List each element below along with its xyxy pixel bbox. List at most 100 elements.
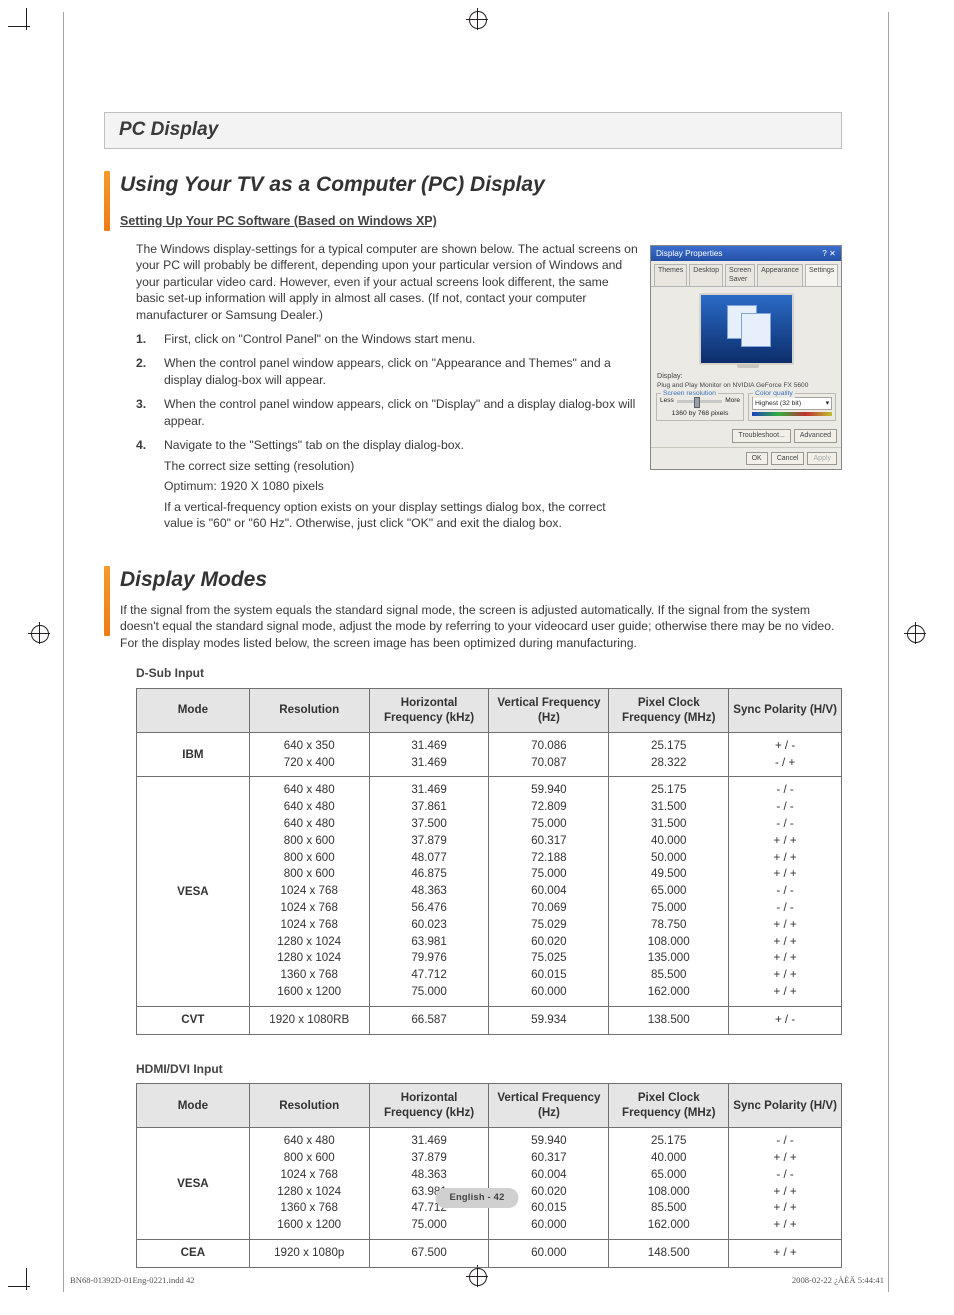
color-quality-group: Color quality Highest (32 bit)▾ (748, 393, 836, 421)
table-row: VESA640 x 480800 x 6001024 x 7681280 x 1… (137, 1128, 842, 1240)
step-4-sub-2: Optimum: 1920 X 1080 pixels (164, 478, 636, 494)
step-4-sub-1: The correct size setting (resolution) (164, 458, 636, 474)
modes-paragraph: If the signal from the system equals the… (120, 602, 842, 651)
page-number: English - 42 (435, 1188, 518, 1208)
table-header-row: Mode Resolution Horizontal Frequency (kH… (137, 1083, 842, 1127)
step-3: 3.When the control panel window appears,… (136, 396, 636, 429)
col-resolution: Resolution (249, 1083, 369, 1127)
display-properties-screenshot: Display Properties ? ✕ Themes Desktop Sc… (650, 245, 842, 470)
section-title-bar: PC Display (104, 112, 842, 149)
cancel-button[interactable]: Cancel (771, 452, 805, 465)
dialog-title-icons: ? ✕ (822, 248, 836, 259)
section-title: PC Display (119, 117, 827, 143)
group-title-color: Color quality (753, 389, 795, 398)
color-quality-dropdown[interactable]: Highest (32 bit)▾ (752, 397, 832, 410)
footer-filename: BN68-01392D-01Eng-0221.indd 42 (70, 1275, 195, 1287)
cell: 59.934 (489, 1006, 609, 1034)
heading-2: Display Modes (120, 566, 842, 594)
col-mode: Mode (137, 1083, 250, 1127)
cell-mode: VESA (137, 777, 250, 1006)
ok-button[interactable]: OK (746, 452, 768, 465)
cell: 66.587 (369, 1006, 489, 1034)
cell: 60.000 (489, 1239, 609, 1267)
page-margin-rule-right (888, 12, 889, 1292)
cell: 25.17531.50031.50040.00050.00049.50065.0… (609, 777, 729, 1006)
cell: 59.94060.31760.00460.02060.01560.000 (489, 1128, 609, 1240)
table-row: IBM640 x 350720 x 40031.46931.46970.0867… (137, 732, 842, 777)
cell: 70.08670.087 (489, 732, 609, 777)
dsub-table: Mode Resolution Horizontal Frequency (kH… (136, 688, 842, 1035)
tab-appearance[interactable]: Appearance (757, 264, 803, 286)
page-margin-rule-left (63, 12, 64, 1292)
col-hfreq: Horizontal Frequency (kHz) (369, 688, 489, 732)
step-1: 1.First, click on "Control Panel" on the… (136, 331, 636, 347)
color-sample-bar (752, 412, 832, 416)
cell: - / -- / -- / -+ / ++ / ++ / +- / -- / -… (729, 777, 842, 1006)
dialog-tabs: Themes Desktop Screen Saver Appearance S… (651, 261, 841, 287)
slider-more-label: More (725, 397, 740, 406)
group-title-resolution: Screen resolution (661, 389, 718, 398)
accent-bar (104, 171, 110, 231)
setup-subheading: Setting Up Your PC Software (Based on Wi… (120, 213, 842, 230)
table-row: CVT1920 x 1080RB66.58759.934138.500+ / - (137, 1006, 842, 1034)
cell: 67.500 (369, 1239, 489, 1267)
tab-settings[interactable]: Settings (805, 264, 838, 286)
col-syncpol: Sync Polarity (H/V) (729, 688, 842, 732)
monitor-preview (699, 293, 794, 365)
registration-mark-left (28, 622, 50, 644)
cell-mode: VESA (137, 1128, 250, 1240)
registration-mark-bottom (466, 1265, 488, 1287)
advanced-button[interactable]: Advanced (794, 429, 837, 442)
footer-timestamp: 2008-02-22 ¿ÀÈÄ 5:44:41 (792, 1275, 884, 1287)
step-2: 2.When the control panel window appears,… (136, 355, 636, 388)
col-hfreq: Horizontal Frequency (kHz) (369, 1083, 489, 1127)
col-vfreq: Vertical Frequency (Hz) (489, 688, 609, 732)
hdmi-table: Mode Resolution Horizontal Frequency (kH… (136, 1083, 842, 1268)
table-header-row: Mode Resolution Horizontal Frequency (kH… (137, 688, 842, 732)
registration-mark-right (904, 622, 926, 644)
dialog-title: Display Properties (656, 248, 722, 259)
cell-mode: CVT (137, 1006, 250, 1034)
cell: + / -- / + (729, 732, 842, 777)
cell: 31.46931.469 (369, 732, 489, 777)
resolution-slider[interactable] (677, 400, 722, 403)
heading-block-1: Using Your TV as a Computer (PC) Display… (104, 171, 842, 231)
slider-less-label: Less (660, 397, 674, 406)
tab-screensaver[interactable]: Screen Saver (725, 264, 755, 286)
monitor-preview-area (651, 287, 841, 371)
col-mode: Mode (137, 688, 250, 732)
accent-bar (104, 566, 110, 636)
cell-mode: CEA (137, 1239, 250, 1267)
col-pixelclock: Pixel Clock Frequency (MHz) (609, 688, 729, 732)
dialog-titlebar: Display Properties ? ✕ (651, 246, 841, 261)
tab-themes[interactable]: Themes (654, 264, 687, 286)
cell: 59.94072.80975.00060.31772.18875.00060.0… (489, 777, 609, 1006)
resolution-value: 1360 by 768 pixels (660, 409, 740, 418)
steps-list: 1.First, click on "Control Panel" on the… (136, 331, 636, 532)
crop-mark (8, 1286, 30, 1287)
cell: 640 x 350720 x 400 (249, 732, 369, 777)
cell: 640 x 480800 x 6001024 x 7681280 x 10241… (249, 1128, 369, 1240)
col-pixelclock: Pixel Clock Frequency (MHz) (609, 1083, 729, 1127)
screen-resolution-group: Screen resolution Less More 1360 by 768 … (656, 393, 744, 421)
cell: + / - (729, 1006, 842, 1034)
color-quality-value: Highest (32 bit) (755, 399, 801, 408)
table-row: CEA1920 x 1080p67.50060.000148.500+ / + (137, 1239, 842, 1267)
crop-mark (8, 26, 30, 27)
cell: 31.46937.87948.36363.98147.71275.000 (369, 1128, 489, 1240)
tab-desktop[interactable]: Desktop (689, 264, 723, 286)
cell: 138.500 (609, 1006, 729, 1034)
cell: + / + (729, 1239, 842, 1267)
col-syncpol: Sync Polarity (H/V) (729, 1083, 842, 1127)
col-vfreq: Vertical Frequency (Hz) (489, 1083, 609, 1127)
step-4-sub-3: If a vertical-frequency option exists on… (164, 499, 636, 532)
cell-mode: IBM (137, 732, 250, 777)
cell: 640 x 480640 x 480640 x 480800 x 600800 … (249, 777, 369, 1006)
apply-button[interactable]: Apply (807, 452, 837, 465)
cell: 148.500 (609, 1239, 729, 1267)
dsub-label: D-Sub Input (136, 665, 842, 681)
cell: 1920 x 1080p (249, 1239, 369, 1267)
page-content: PC Display Using Your TV as a Computer (… (104, 112, 842, 1268)
table-row: VESA640 x 480640 x 480640 x 480800 x 600… (137, 777, 842, 1006)
troubleshoot-button[interactable]: Troubleshoot... (732, 429, 790, 442)
